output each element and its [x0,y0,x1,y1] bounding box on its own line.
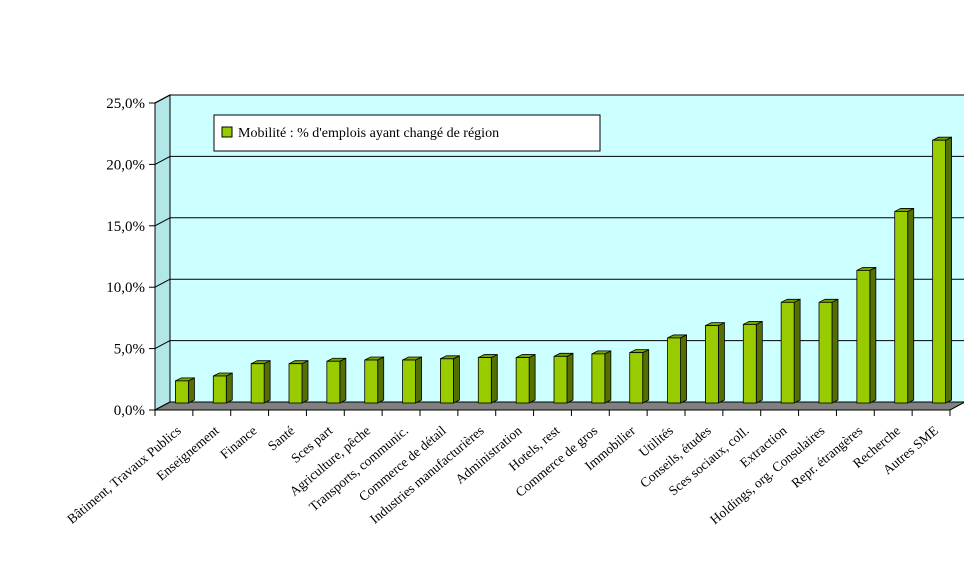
bar [818,298,839,404]
bar [326,357,347,404]
bar [629,349,650,404]
bar-side [831,298,839,404]
bar-front [591,353,606,404]
bar-side [680,334,687,404]
bar-front [288,363,303,404]
bar-side [793,298,801,404]
bar [288,360,309,404]
bar-front [629,352,644,404]
bar-front [326,360,341,404]
bar-side [642,349,650,404]
bars [175,136,952,404]
bar-side [755,320,763,404]
bar [591,350,612,404]
bar-side [263,360,271,404]
x-tick-label: Finance [217,423,259,462]
bar-side [339,357,347,404]
gridline-side [154,340,171,350]
bar [553,352,574,404]
bar-front [705,325,719,404]
bar-front [402,359,416,404]
bar-front [667,337,681,404]
bar [894,207,915,404]
gridline-side [154,155,171,165]
bar [515,353,536,404]
bar-side [604,350,612,404]
y-tick-label: 20,0% [106,157,145,173]
bar [856,266,877,404]
bar-side [718,321,725,404]
bar-front [440,358,454,404]
bar-side [566,352,574,404]
legend-box [213,114,601,152]
y-tick-label: 25,0% [106,96,145,112]
plot-area [154,94,964,411]
legend-label: Mobilité : % d'emplois ayant changé de r… [238,126,499,141]
y-axis: 0,0% 5,0% 10,0% 15,0% 20,0% 25,0% [106,96,156,419]
bar [477,353,498,404]
bar-front [894,211,909,404]
x-tick-label: Santé [265,423,298,454]
bar-side [490,353,498,404]
bar-front [477,357,492,404]
gridline-side [154,278,171,288]
bar-front [553,355,568,404]
bar [402,356,422,404]
y-tick-label: 0,0% [114,403,145,419]
bar [667,334,687,404]
bar-front [515,357,530,404]
bar [932,136,952,404]
bar [212,372,233,404]
bar-side [377,356,385,404]
gridline-side [154,217,171,227]
bar-side [907,207,915,404]
bar [780,298,801,404]
bar-side [945,136,952,404]
bar [175,377,195,404]
bar-front [856,269,871,404]
bar-side [869,266,877,404]
bar-front [175,380,189,404]
bar-front [780,301,795,404]
gridline-side [154,94,171,104]
bar [364,356,385,404]
legend: Mobilité : % d'emplois ayant changé de r… [213,114,601,152]
y-tick-label: 15,0% [106,219,145,235]
bar [250,360,271,404]
grid-lines [154,94,964,350]
bar [742,320,763,404]
bar [440,355,460,404]
bar-side [528,353,536,404]
bar-front [742,324,757,404]
bar-side [301,360,309,404]
bar [705,321,725,404]
y-tick-label: 5,0% [114,342,145,358]
bar-side [453,355,460,404]
bar-front [932,139,946,404]
bar-side [188,377,195,404]
bar-front [818,301,833,404]
bar-side [225,372,233,404]
y-tick-label: 10,0% [106,280,145,296]
bar-front [364,359,379,404]
bar-side [415,356,422,404]
bar-front [212,375,227,404]
x-axis: Bâtiment, Travaux PublicsEnseignementFin… [64,409,951,527]
bar-front [250,363,265,404]
legend-swatch [221,126,233,138]
side-wall [154,94,171,411]
